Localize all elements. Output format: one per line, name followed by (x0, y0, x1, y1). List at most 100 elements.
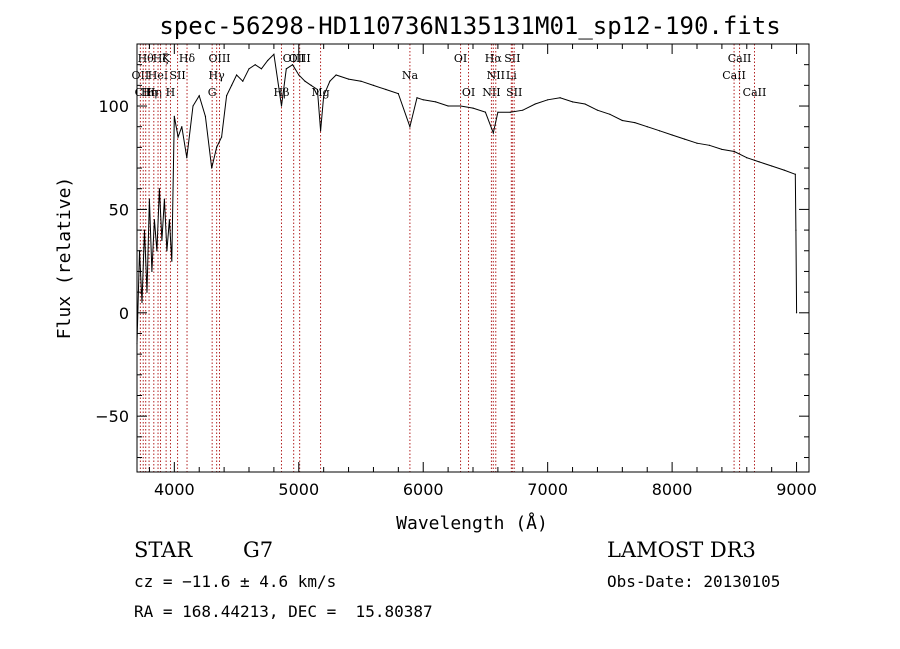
spectrum-point (221, 136, 223, 138)
spectrum-point (143, 229, 146, 231)
spectrum-point (260, 68, 263, 70)
spectral-line-label: HeI (148, 69, 168, 82)
spectral-line-label: SII (169, 69, 185, 82)
spectrum-point (168, 219, 170, 221)
y-tick-label: 50 (109, 200, 129, 219)
spectral-line-label: Na (402, 69, 419, 82)
spectrum-point (534, 103, 536, 105)
spectrum-point (659, 130, 661, 132)
spectral-line-label: OIII (289, 52, 311, 65)
spectral-line-label: Hα (485, 52, 503, 65)
y-tick-label: 0 (119, 304, 129, 323)
spectrum-point (163, 198, 165, 200)
spectral-line-label: Hβ (274, 86, 290, 99)
spectrum-point (696, 142, 698, 144)
spectrum-point (758, 161, 760, 163)
spectrum-point (254, 64, 256, 66)
spectrum-point (173, 115, 175, 117)
x-tick-label: 4000 (154, 480, 195, 499)
spectrum-point (186, 157, 188, 159)
spectrum-point (492, 132, 494, 134)
spectrum-point (177, 136, 179, 138)
spectrum-point (298, 74, 300, 76)
spectrum-point (422, 99, 424, 101)
spectrum-point (397, 93, 399, 95)
spectrum-point (409, 126, 411, 128)
spectral-line-label: OIII (208, 52, 230, 65)
spectrum-point (151, 270, 153, 273)
spectral-line-label: OII (132, 69, 150, 82)
chart-title: spec-56298-HD110736N135131M01_sp12-190.f… (159, 12, 780, 40)
spectrum-point (559, 97, 561, 99)
spectral-line-label: CaII (728, 52, 752, 65)
spectral-line-label: G (208, 86, 217, 99)
object-class: STAR (134, 538, 193, 562)
spectrum-point (158, 188, 160, 190)
spectrum-point (385, 88, 387, 91)
spectrum-point (794, 173, 796, 175)
spectrum-point (646, 126, 648, 128)
x-tick-label: 6000 (403, 480, 444, 499)
spectrum-point (571, 101, 574, 103)
spectral-line-label: NII (482, 86, 500, 99)
spectral-line-label: SII (506, 86, 522, 99)
x-tick-label: 8000 (652, 480, 693, 499)
spectrum-point (192, 105, 194, 107)
spectrum-point (329, 80, 331, 82)
spectrum-point (771, 165, 773, 167)
spectrum-point (230, 84, 233, 86)
spectral-line-label: Hδ (179, 52, 196, 65)
spectrum-point (316, 88, 319, 91)
spectrum-point (621, 119, 623, 122)
spectrum-point (226, 95, 228, 97)
spectrum-point (242, 80, 244, 82)
y-axis-label: Flux (relative) (54, 177, 75, 340)
x-axis-label: Wavelength (Å) (396, 512, 548, 534)
spectrum-point (161, 239, 163, 242)
spectral-line-label: Li (506, 69, 517, 82)
spectral-line-label: NII (487, 69, 505, 82)
spectrum-point (795, 229, 797, 231)
spectrum-point (372, 84, 375, 86)
spectrum-point (547, 99, 549, 101)
spectrum-point (484, 111, 487, 113)
spectral-subclass: G7 (243, 538, 274, 562)
spectrum-point (522, 109, 524, 111)
spectral-line-label: CaII (722, 69, 746, 82)
spectrum-point (216, 146, 218, 148)
spectral-line-label: Hθ (138, 52, 155, 65)
spectral-line-label: H (166, 86, 176, 99)
spectrum-point (634, 121, 636, 124)
spectrum-point (204, 115, 207, 117)
coordinates-info: RA = 168.44213, DEC = 15.80387 (134, 602, 433, 621)
spectrum-point (472, 107, 474, 109)
spectrum-point (447, 105, 449, 107)
spectrum-point (783, 169, 785, 171)
spectrum-point (671, 134, 673, 136)
spectrum-point (347, 78, 350, 80)
observation-date: Obs-Date: 20130105 (607, 572, 781, 591)
spectrum-point (509, 111, 511, 113)
spectrum-point (360, 80, 362, 82)
spectral-line-label: Hγ (209, 69, 226, 82)
spectral-line-label: OI (454, 52, 467, 65)
spectrum-point (146, 291, 148, 293)
x-tick-label: 7000 (527, 480, 568, 499)
spectrum-point (435, 101, 437, 103)
spectrum-point (273, 53, 275, 55)
spectral-line-label: CII (135, 86, 152, 99)
spectral-line-label: K (162, 52, 171, 65)
spectrum-point (291, 64, 294, 66)
spectrum-point (198, 95, 200, 97)
spectrum-point (280, 105, 283, 107)
spectrum-point (211, 167, 213, 169)
spectral-line-label: CaII (743, 86, 767, 99)
spectrum-point (310, 84, 312, 86)
spectrum-point (156, 250, 158, 252)
spectrum-point (319, 130, 322, 132)
spectrum-point (181, 126, 183, 128)
spectrum-point (746, 157, 748, 159)
x-tick-label: 9000 (776, 480, 817, 499)
spectrum-point (795, 312, 798, 314)
